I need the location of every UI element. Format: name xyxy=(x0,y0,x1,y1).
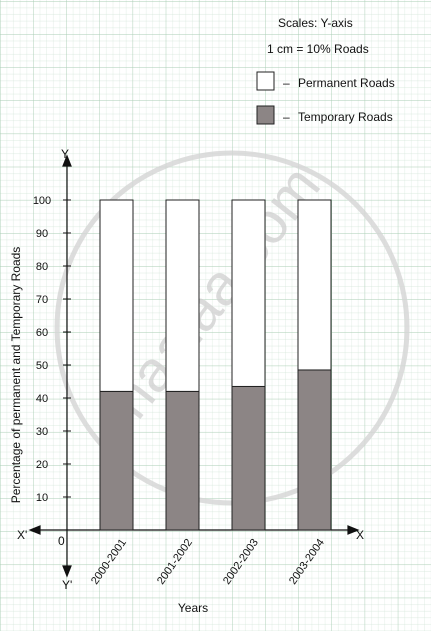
legend-dash: – xyxy=(283,110,290,124)
y-axis-arrow-up xyxy=(62,154,72,167)
legend-label-temporary-roads: Temporary Roads xyxy=(298,110,393,124)
legend-label-permanent-roads: Permanent Roads xyxy=(298,76,395,90)
y-tick-label: 40 xyxy=(36,393,48,405)
x-axis-label: Years xyxy=(178,601,208,615)
y-ticks: 10 20 30 40 50 60 70 80 90 100 xyxy=(33,195,71,504)
legend-swatch-temporary-roads xyxy=(256,105,275,125)
bar-permanent-roads-2000-2001 xyxy=(99,199,134,392)
y-tick-label: 30 xyxy=(36,426,48,438)
bar-temporary-roads-2000-2001 xyxy=(99,390,134,531)
y-tick-label: 100 xyxy=(33,195,51,207)
y-tick-label: 50 xyxy=(36,360,48,372)
legend: – Permanent Roads – Temporary Roads xyxy=(256,71,395,125)
y-tick-label: 90 xyxy=(36,228,48,240)
x-neg-axis-name: X' xyxy=(17,528,27,542)
bar-temporary-roads-2003-2004 xyxy=(297,369,332,531)
y-axis-name: Y xyxy=(61,147,69,161)
y-axis-label: Percentage of permanent and Temporary Ro… xyxy=(9,247,23,504)
bar-temporary-roads-2002-2003 xyxy=(231,385,266,531)
x-axis-arrow-right xyxy=(347,525,360,535)
scale-text: 1 cm = 10% Roads xyxy=(267,42,369,56)
origin-label: 0 xyxy=(58,534,65,548)
legend-dash: – xyxy=(283,76,290,90)
bar-permanent-roads-2002-2003 xyxy=(231,199,266,387)
y-tick-label: 60 xyxy=(36,327,48,339)
y-tick-label: 70 xyxy=(36,294,48,306)
bar-permanent-roads-2001-2002 xyxy=(165,199,200,392)
bar-permanent-roads-2003-2004 xyxy=(297,199,332,371)
x-axis-name: X xyxy=(356,528,364,542)
y-axis-arrow-down xyxy=(62,565,72,578)
scale-title: Scales: Y-axis xyxy=(278,16,353,30)
x-axis-arrow-left xyxy=(28,525,41,535)
y-tick-label: 10 xyxy=(36,492,48,504)
bar-temporary-roads-2001-2002 xyxy=(165,390,200,531)
legend-swatch-permanent-roads xyxy=(256,71,275,91)
y-tick-label: 80 xyxy=(36,261,48,273)
y-neg-axis-name: Y' xyxy=(62,578,72,592)
y-tick-label: 20 xyxy=(36,459,48,471)
bars xyxy=(99,199,332,531)
